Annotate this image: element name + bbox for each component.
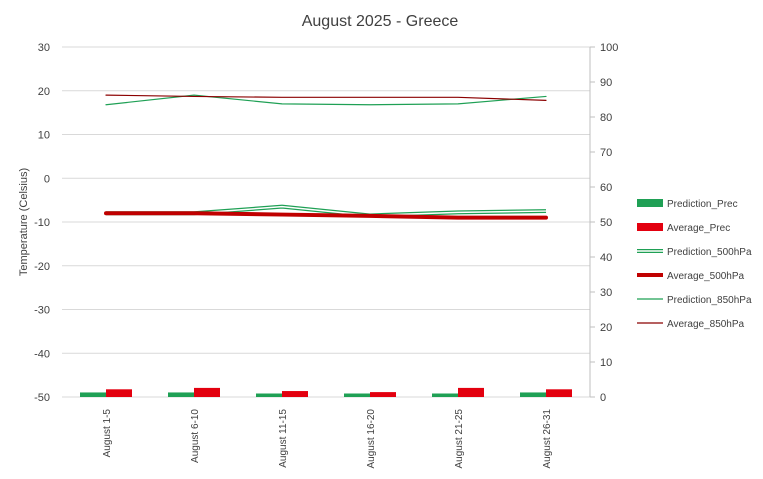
y-tick-label: -50 xyxy=(34,392,50,404)
y-right-tick-label: 30 xyxy=(600,287,612,299)
y-axis-label: Temperature (Celsius) xyxy=(18,168,30,276)
bar-Prediction_Prec xyxy=(80,392,106,397)
y-right-tick-label: 0 xyxy=(600,392,606,404)
chart-title: August 2025 - Greece xyxy=(302,13,459,30)
y-right-tick-label: 80 xyxy=(600,112,612,124)
bar-Average_Prec xyxy=(282,391,308,397)
x-tick-label: August 16-20 xyxy=(366,409,377,469)
y-right-tick-label: 10 xyxy=(600,357,612,369)
legend-label: Average_850hPa xyxy=(667,319,745,330)
x-tick-label: August 1-5 xyxy=(102,409,113,458)
y-tick-label: -40 xyxy=(34,348,50,360)
y-tick-label: 10 xyxy=(38,130,50,142)
line-Average_850hPa xyxy=(105,94,547,101)
legend-label: Prediction_850hPa xyxy=(667,295,752,306)
legend-swatch xyxy=(637,199,663,207)
legend-label: Prediction_Prec xyxy=(667,199,738,210)
bar-Prediction_Prec xyxy=(168,392,194,397)
bar-Average_Prec xyxy=(458,387,484,397)
bar-Average_Prec xyxy=(106,389,132,397)
y-right-tick-label: 50 xyxy=(600,217,612,229)
y-tick-label: 0 xyxy=(44,173,50,185)
x-tick-label: August 26-31 xyxy=(542,409,553,469)
y-right-tick-label: 100 xyxy=(600,42,618,54)
y-right-tick-label: 60 xyxy=(600,182,612,194)
y-tick-label: -10 xyxy=(34,217,50,229)
y-tick-label: 30 xyxy=(38,42,50,54)
bar-Prediction_Prec xyxy=(520,392,546,397)
x-tick-label: August 6-10 xyxy=(190,409,201,463)
line-Average_500hPa xyxy=(104,211,548,220)
x-tick-label: August 21-25 xyxy=(454,409,465,469)
y-tick-label: 20 xyxy=(38,86,50,98)
bar-Average_Prec xyxy=(370,392,396,397)
y-right-tick-label: 70 xyxy=(600,147,612,159)
legend-label: Average_Prec xyxy=(667,223,730,234)
legend-label: Prediction_500hPa xyxy=(667,247,752,258)
legend-label: Average_500hPa xyxy=(667,271,745,282)
y-tick-label: -30 xyxy=(34,305,50,317)
bar-Prediction_Prec xyxy=(256,393,282,397)
legend-swatch xyxy=(637,223,663,231)
x-tick-label: August 11-15 xyxy=(278,409,289,468)
y-right-tick-label: 40 xyxy=(600,252,612,264)
y-tick-label: -20 xyxy=(34,261,50,273)
y-right-tick-label: 90 xyxy=(600,77,612,89)
bar-Prediction_Prec xyxy=(344,393,370,397)
bar-Average_Prec xyxy=(546,389,572,397)
y-right-tick-label: 20 xyxy=(600,322,612,334)
bar-Average_Prec xyxy=(194,387,220,397)
bar-Prediction_Prec xyxy=(432,393,458,397)
